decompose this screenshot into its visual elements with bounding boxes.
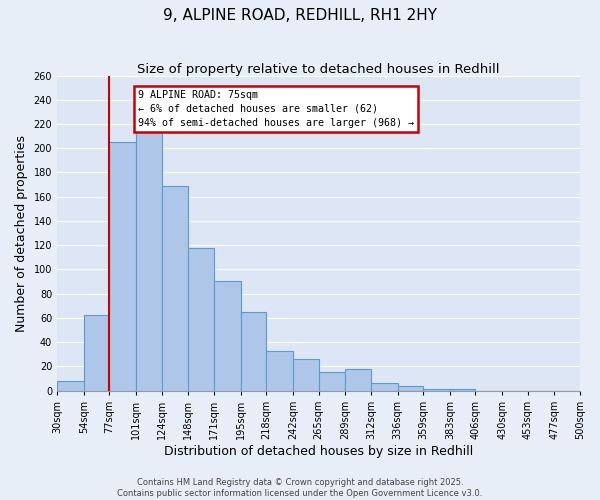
Bar (345, 368, 371, 390)
Bar (188, 248, 214, 390)
Bar (241, 312, 266, 390)
Bar (161, 186, 188, 390)
Text: Contains HM Land Registry data © Crown copyright and database right 2025.
Contai: Contains HM Land Registry data © Crown c… (118, 478, 482, 498)
Title: Size of property relative to detached houses in Redhill: Size of property relative to detached ho… (137, 62, 500, 76)
Bar (136, 132, 161, 390)
Bar (57, 381, 84, 390)
Bar (266, 350, 293, 391)
Bar (109, 142, 136, 390)
Text: 9 ALPINE ROAD: 75sqm
← 6% of detached houses are smaller (62)
94% of semi-detach: 9 ALPINE ROAD: 75sqm ← 6% of detached ho… (138, 90, 414, 128)
Text: 9, ALPINE ROAD, REDHILL, RH1 2HY: 9, ALPINE ROAD, REDHILL, RH1 2HY (163, 8, 437, 22)
Bar (84, 316, 109, 390)
Bar (293, 359, 319, 390)
Bar (214, 282, 241, 391)
Bar (371, 384, 398, 390)
Bar (398, 386, 423, 390)
Y-axis label: Number of detached properties: Number of detached properties (15, 134, 28, 332)
Bar (319, 372, 345, 390)
X-axis label: Distribution of detached houses by size in Redhill: Distribution of detached houses by size … (164, 444, 473, 458)
